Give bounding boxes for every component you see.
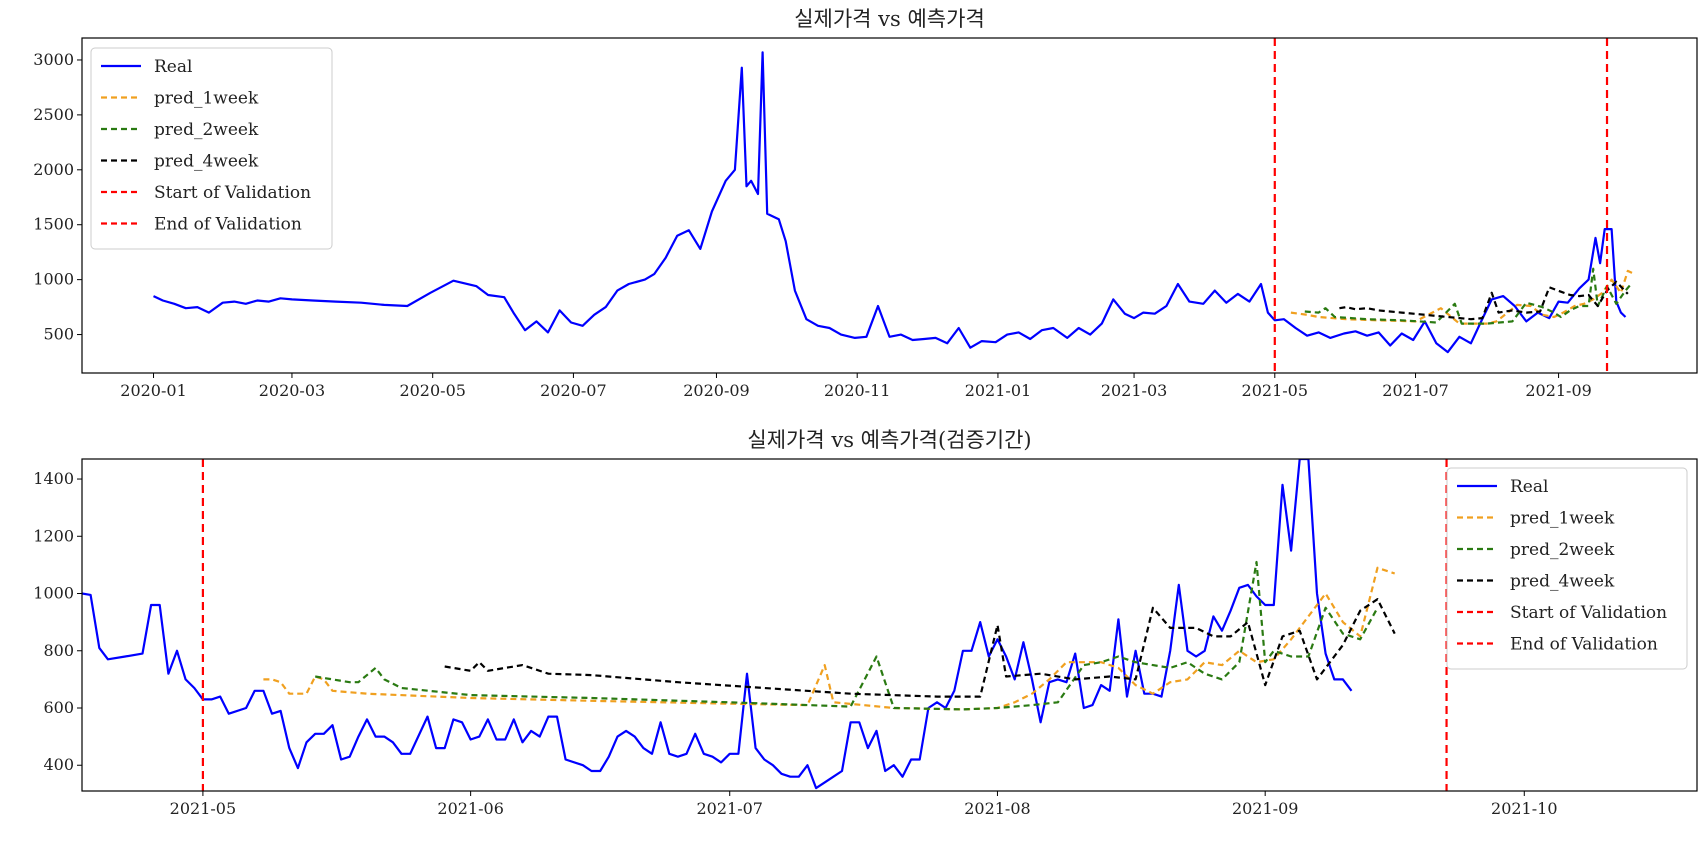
legend-label: Real — [1510, 477, 1548, 497]
series-line-pred_2week — [1304, 267, 1631, 325]
legend-label: pred_2week — [1510, 540, 1615, 560]
x-tick-label: 2020-01 — [120, 381, 186, 400]
series-line-pred_4week — [444, 598, 1396, 698]
legend-label: Start of Validation — [1510, 603, 1667, 623]
legend-label: pred_2week — [154, 120, 259, 140]
plot-frame — [81, 458, 1698, 792]
y-tick-label: 600 — [43, 698, 74, 717]
legend-label: Start of Validation — [154, 183, 311, 203]
legend-box — [90, 47, 333, 250]
x-tick-label: 2020-09 — [683, 381, 749, 400]
legend-label: pred_1week — [1510, 509, 1615, 529]
legend: Real pred_1week pred_2week pred_4week Start … — [1446, 467, 1688, 670]
legend-label: End of Validation — [1510, 635, 1658, 655]
y-tick-label: 1200 — [33, 526, 74, 545]
x-tick-label: 2021-05 — [170, 799, 236, 818]
series-line-pred_4week — [1339, 280, 1629, 321]
legend-box — [1446, 467, 1688, 670]
series-line-Real — [82, 459, 1353, 790]
y-tick-label: 500 — [43, 325, 74, 344]
y-tick-label: 400 — [43, 755, 74, 774]
x-tick-label: 2021-05 — [1242, 381, 1308, 400]
x-tick-label: 2021-03 — [1101, 381, 1167, 400]
y-tick-label: 1000 — [33, 584, 74, 603]
legend: Real pred_1week pred_2week pred_4week Start … — [90, 47, 333, 250]
chart-title: 실제가격 vs 예측가격 — [794, 7, 985, 31]
x-tick-label: 2021-01 — [965, 381, 1031, 400]
plot-frame — [81, 37, 1698, 374]
y-tick-label: 3000 — [33, 50, 74, 69]
series-line-Real — [153, 51, 1627, 354]
legend-label: pred_1week — [154, 89, 259, 109]
y-tick-label: 800 — [43, 641, 74, 660]
x-tick-label: 2020-11 — [824, 381, 890, 400]
y-tick-label: 1000 — [33, 270, 74, 289]
series-line-pred_1week — [1290, 269, 1633, 325]
y-tick-label: 1400 — [33, 469, 74, 488]
y-tick-label: 2500 — [33, 105, 74, 124]
x-tick-label: 2021-10 — [1491, 799, 1557, 818]
x-tick-label: 2021-08 — [964, 799, 1030, 818]
x-tick-label: 2021-06 — [437, 799, 503, 818]
legend-label: pred_4week — [1510, 572, 1615, 592]
x-tick-label: 2020-07 — [540, 381, 606, 400]
y-tick-label: 1500 — [33, 215, 74, 234]
x-tick-label: 2020-03 — [259, 381, 325, 400]
x-tick-label: 2020-05 — [399, 381, 465, 400]
legend-label: pred_4week — [154, 152, 259, 172]
chart-title: 실제가격 vs 예측가격(검증기간) — [747, 428, 1031, 452]
legend-label: Real — [154, 57, 192, 77]
series-line-pred_1week — [263, 566, 1396, 711]
chart-panel-2: 실제가격 vs 예측가격(검증기간) 400 600 800 1000 1200 1400 2… — [33, 428, 1698, 818]
x-tick-label: 2021-09 — [1232, 799, 1298, 818]
y-tick-label: 2000 — [33, 160, 74, 179]
x-tick-label: 2021-07 — [696, 799, 762, 818]
chart-panel-1: 실제가격 vs 예측가격 500 1000 1500 2000 2500 3000 2020-… — [33, 7, 1698, 400]
x-tick-label: 2021-07 — [1382, 381, 1448, 400]
x-tick-label: 2021-09 — [1525, 381, 1591, 400]
legend-label: End of Validation — [154, 215, 302, 235]
